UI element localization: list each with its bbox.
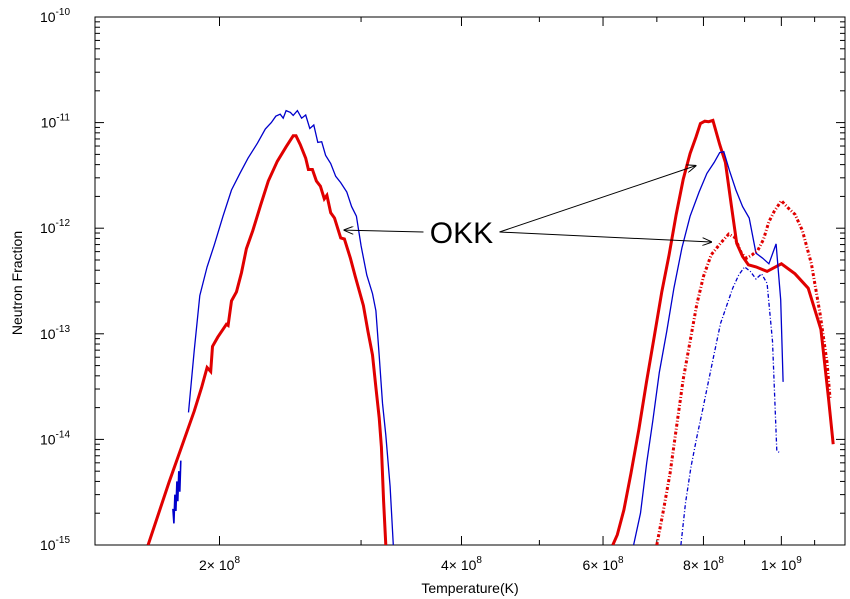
series-line-6 xyxy=(655,198,832,545)
series-line-1 xyxy=(146,134,388,545)
annotation-arrow xyxy=(499,231,711,242)
series-line-3 xyxy=(172,460,182,524)
x-tick-label: 8× 108 xyxy=(683,555,724,573)
y-tick-label: 10-14 xyxy=(40,429,70,447)
axes: 10-10 10-11 10-12 10-13 10-14 10-15 2× 108 4× 1… xyxy=(40,7,846,573)
y-tick-label: 10-11 xyxy=(41,113,71,131)
series-line-4 xyxy=(611,118,835,545)
annotation-arrow xyxy=(499,166,695,233)
x-tick-label: 6× 108 xyxy=(583,555,624,573)
annotation-label: OKK xyxy=(430,217,493,250)
series-line-7 xyxy=(680,265,780,545)
series-line-5 xyxy=(632,150,784,545)
y-tick-label: 10-13 xyxy=(40,324,70,342)
plot-frame xyxy=(94,16,846,546)
annotation-group: OKK xyxy=(344,166,711,250)
y-axis-label: Neutron Fraction xyxy=(9,231,25,335)
y-tick-label: 10-10 xyxy=(40,7,70,25)
y-tick-label: 10-12 xyxy=(40,218,70,236)
series-group xyxy=(146,109,835,545)
annotation-arrow xyxy=(344,230,424,232)
x-tick-label: 4× 108 xyxy=(441,555,482,573)
y-tick-label: 10-15 xyxy=(40,535,70,553)
x-tick-label: 2× 108 xyxy=(199,555,240,573)
x-axis-label: Temperature(K) xyxy=(421,580,518,596)
series-line-2 xyxy=(187,109,394,545)
x-tick-label: 1× 109 xyxy=(761,555,802,573)
